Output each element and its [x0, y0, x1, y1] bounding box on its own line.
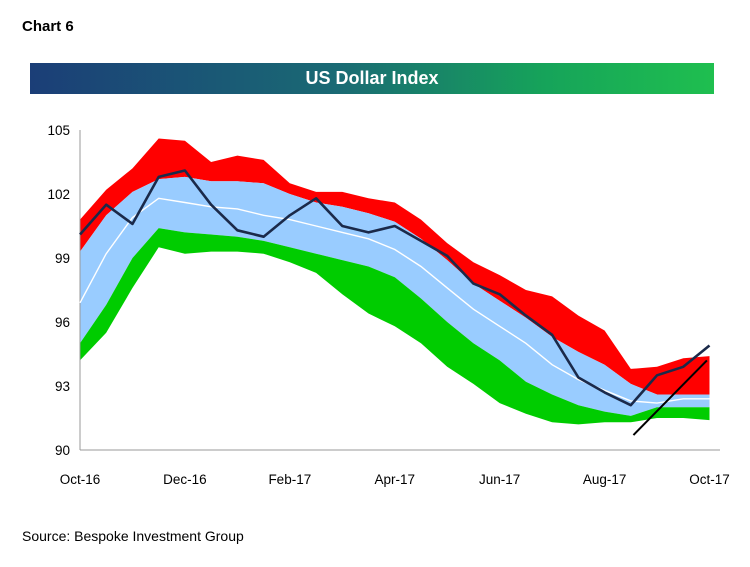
- y-tick-label: 99: [55, 251, 70, 266]
- axes-layer: [79, 130, 720, 451]
- y-tick-label: 102: [47, 187, 70, 202]
- line-layer: [79, 169, 711, 436]
- y-tick-label: 96: [55, 315, 70, 330]
- chart-title-banner: US Dollar Index: [30, 63, 714, 94]
- y-tick-label: 105: [47, 123, 70, 138]
- x-tick-label: Aug-17: [583, 472, 627, 487]
- y-tick-label: 93: [55, 379, 70, 394]
- x-tick-label: Oct-17: [689, 472, 730, 487]
- source-note: Source: Bespoke Investment Group: [22, 528, 244, 544]
- x-tick-label: Dec-16: [163, 472, 207, 487]
- y-tick-label: 90: [55, 443, 70, 458]
- band-layer: [80, 138, 710, 425]
- tick-layer: 90 93 96 99 102 105 Oct-16 Dec-16 Feb-17 Apr-17 Ju…: [47, 123, 729, 487]
- lower-band: [80, 198, 710, 416]
- x-tick-label: Oct-16: [60, 472, 101, 487]
- x-tick-label: Jun-17: [479, 472, 520, 487]
- moving-average-line: [79, 197, 710, 404]
- price-line: [79, 169, 711, 407]
- upper-band: [80, 176, 710, 404]
- chart-title: US Dollar Index: [305, 68, 439, 88]
- chart-label: Chart 6: [22, 18, 74, 35]
- trendline: [632, 359, 708, 436]
- x-tick-label: Feb-17: [268, 472, 311, 487]
- oversold-band: [80, 228, 710, 425]
- x-tick-label: Apr-17: [374, 472, 415, 487]
- overbought-band: [80, 138, 710, 395]
